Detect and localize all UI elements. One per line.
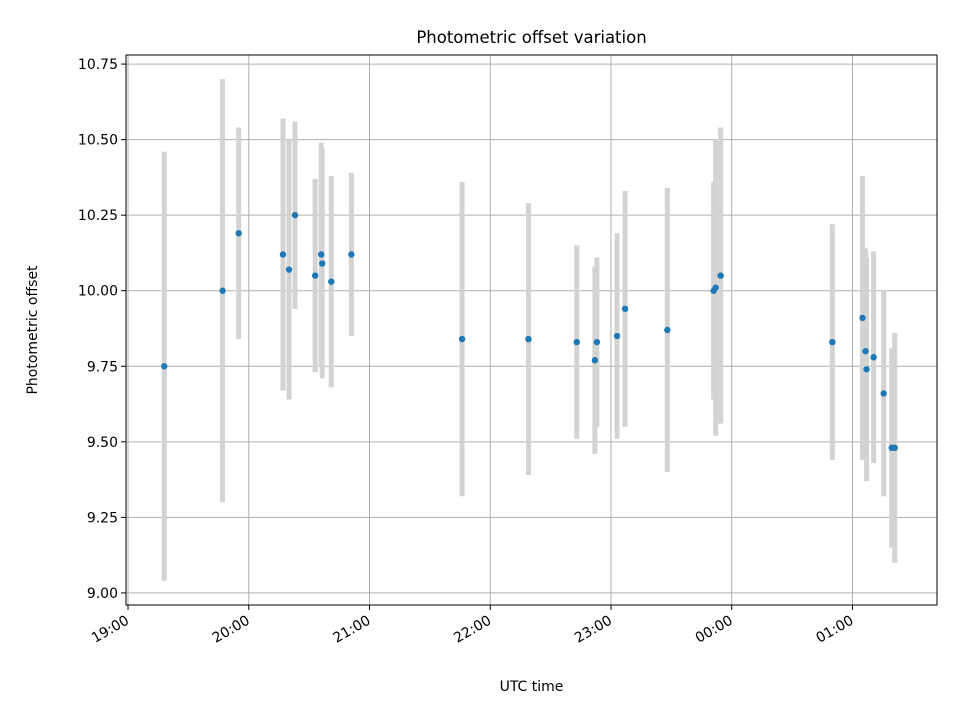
data-point — [319, 260, 326, 267]
data-point — [664, 326, 671, 334]
data-point — [863, 366, 870, 373]
data-point — [219, 287, 226, 294]
y-tick-label: 10.25 — [78, 208, 118, 224]
chart-title: Photometric offset variation — [416, 28, 646, 47]
y-tick-label: 9.50 — [87, 435, 118, 451]
y-tick-label: 10.75 — [78, 57, 118, 73]
plot-area-background — [126, 55, 937, 605]
data-point — [870, 353, 877, 361]
y-tick-label: 9.75 — [87, 359, 118, 375]
data-point — [291, 211, 299, 219]
data-point — [593, 338, 601, 346]
data-point — [328, 278, 335, 285]
data-point — [285, 266, 293, 273]
data-point — [591, 357, 599, 364]
y-axis-label: Photometric offset — [25, 265, 41, 395]
data-point — [859, 314, 866, 322]
data-points — [161, 211, 898, 452]
y-tick-label: 9.00 — [87, 586, 118, 602]
data-point — [279, 251, 287, 258]
data-point — [161, 363, 168, 370]
data-point — [891, 444, 898, 452]
plot-frame — [125, 54, 938, 606]
data-point — [712, 284, 719, 291]
data-point — [525, 335, 532, 343]
data-point — [880, 390, 887, 397]
data-point — [613, 332, 621, 340]
data-point — [829, 338, 836, 346]
data-point — [318, 251, 325, 258]
y-tick-label: 10.00 — [78, 284, 118, 300]
grid — [126, 55, 937, 605]
data-point — [573, 338, 580, 346]
data-point — [311, 272, 319, 279]
data-point — [235, 230, 242, 237]
data-point — [717, 272, 724, 279]
data-point — [458, 335, 466, 343]
data-point — [862, 347, 869, 355]
data-point — [621, 305, 629, 313]
y-tick-label: 10.50 — [78, 133, 118, 149]
y-tick-label: 9.25 — [87, 510, 118, 526]
x-axis-label: UTC time — [500, 679, 564, 695]
data-point — [348, 251, 355, 258]
